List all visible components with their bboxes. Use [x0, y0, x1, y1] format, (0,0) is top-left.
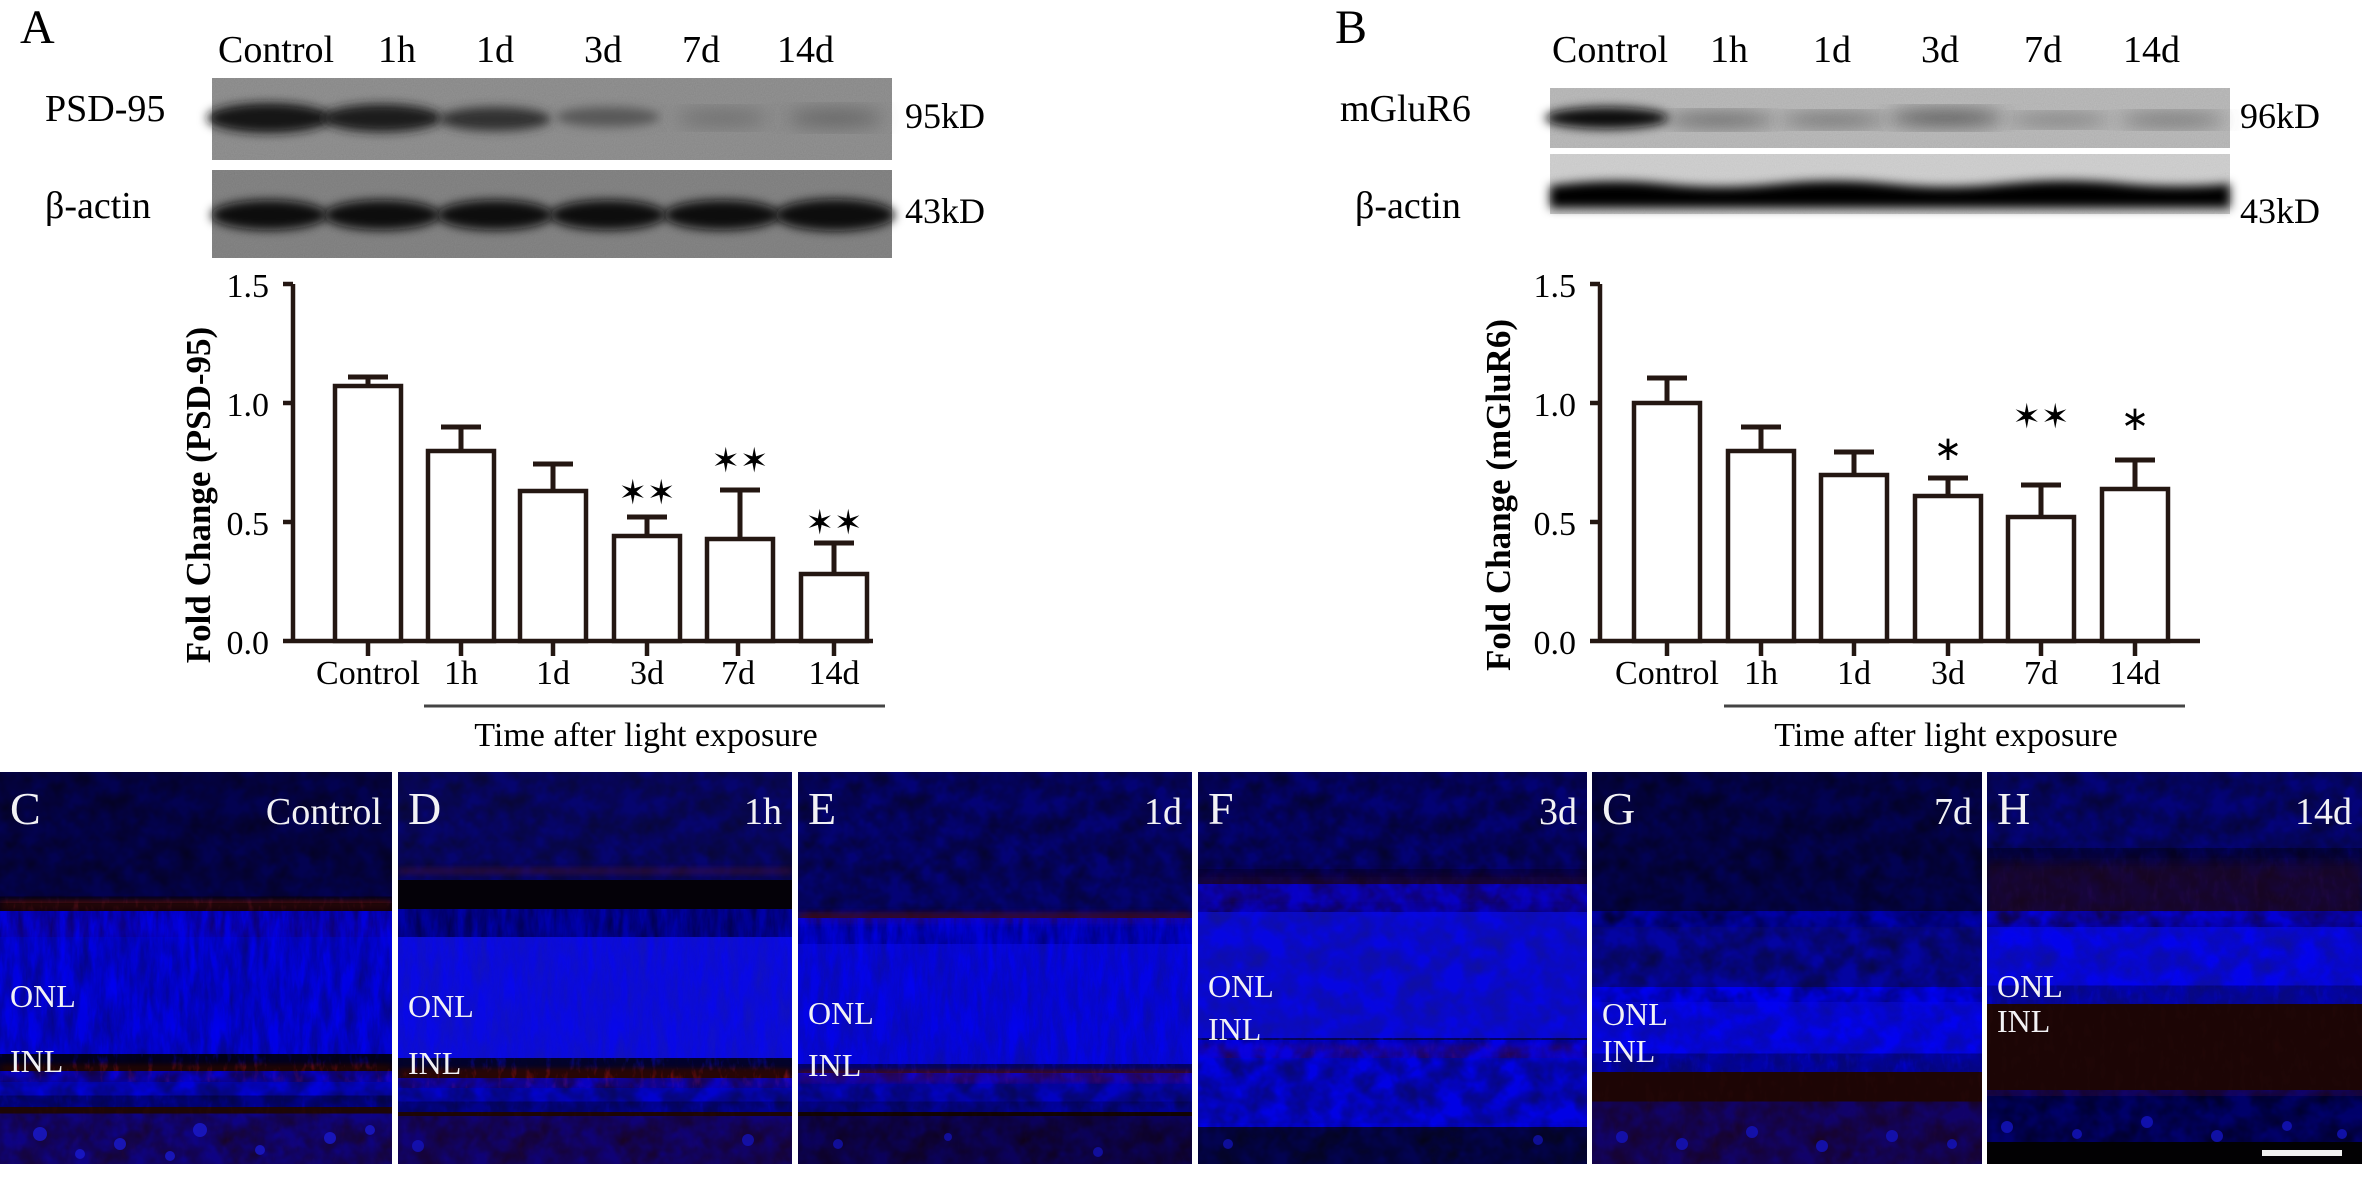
- svg-text:ONL: ONL: [10, 978, 76, 1014]
- svg-text:E: E: [808, 783, 836, 834]
- svg-text:3d: 3d: [1539, 791, 1577, 833]
- svg-text:Control: Control: [266, 791, 382, 833]
- svg-text:14d: 14d: [2295, 791, 2352, 833]
- svg-text:ONL: ONL: [808, 995, 874, 1031]
- svg-text:ONL: ONL: [1208, 968, 1274, 1004]
- svg-text:INL: INL: [808, 1047, 861, 1083]
- svg-text:ONL: ONL: [1997, 968, 2063, 1004]
- svg-text:ONL: ONL: [1602, 996, 1668, 1032]
- svg-text:ONL: ONL: [408, 988, 474, 1024]
- svg-text:D: D: [408, 783, 441, 834]
- svg-text:INL: INL: [10, 1043, 63, 1079]
- svg-text:INL: INL: [1208, 1011, 1261, 1047]
- svg-text:INL: INL: [1602, 1033, 1655, 1069]
- svg-text:INL: INL: [408, 1045, 461, 1081]
- svg-text:F: F: [1208, 783, 1234, 834]
- svg-text:INL: INL: [1997, 1003, 2050, 1039]
- svg-text:H: H: [1997, 783, 2030, 834]
- svg-text:1h: 1h: [744, 791, 782, 833]
- svg-text:G: G: [1602, 783, 1635, 834]
- svg-text:C: C: [10, 783, 41, 834]
- svg-text:1d: 1d: [1144, 791, 1182, 833]
- svg-text:7d: 7d: [1934, 791, 1972, 833]
